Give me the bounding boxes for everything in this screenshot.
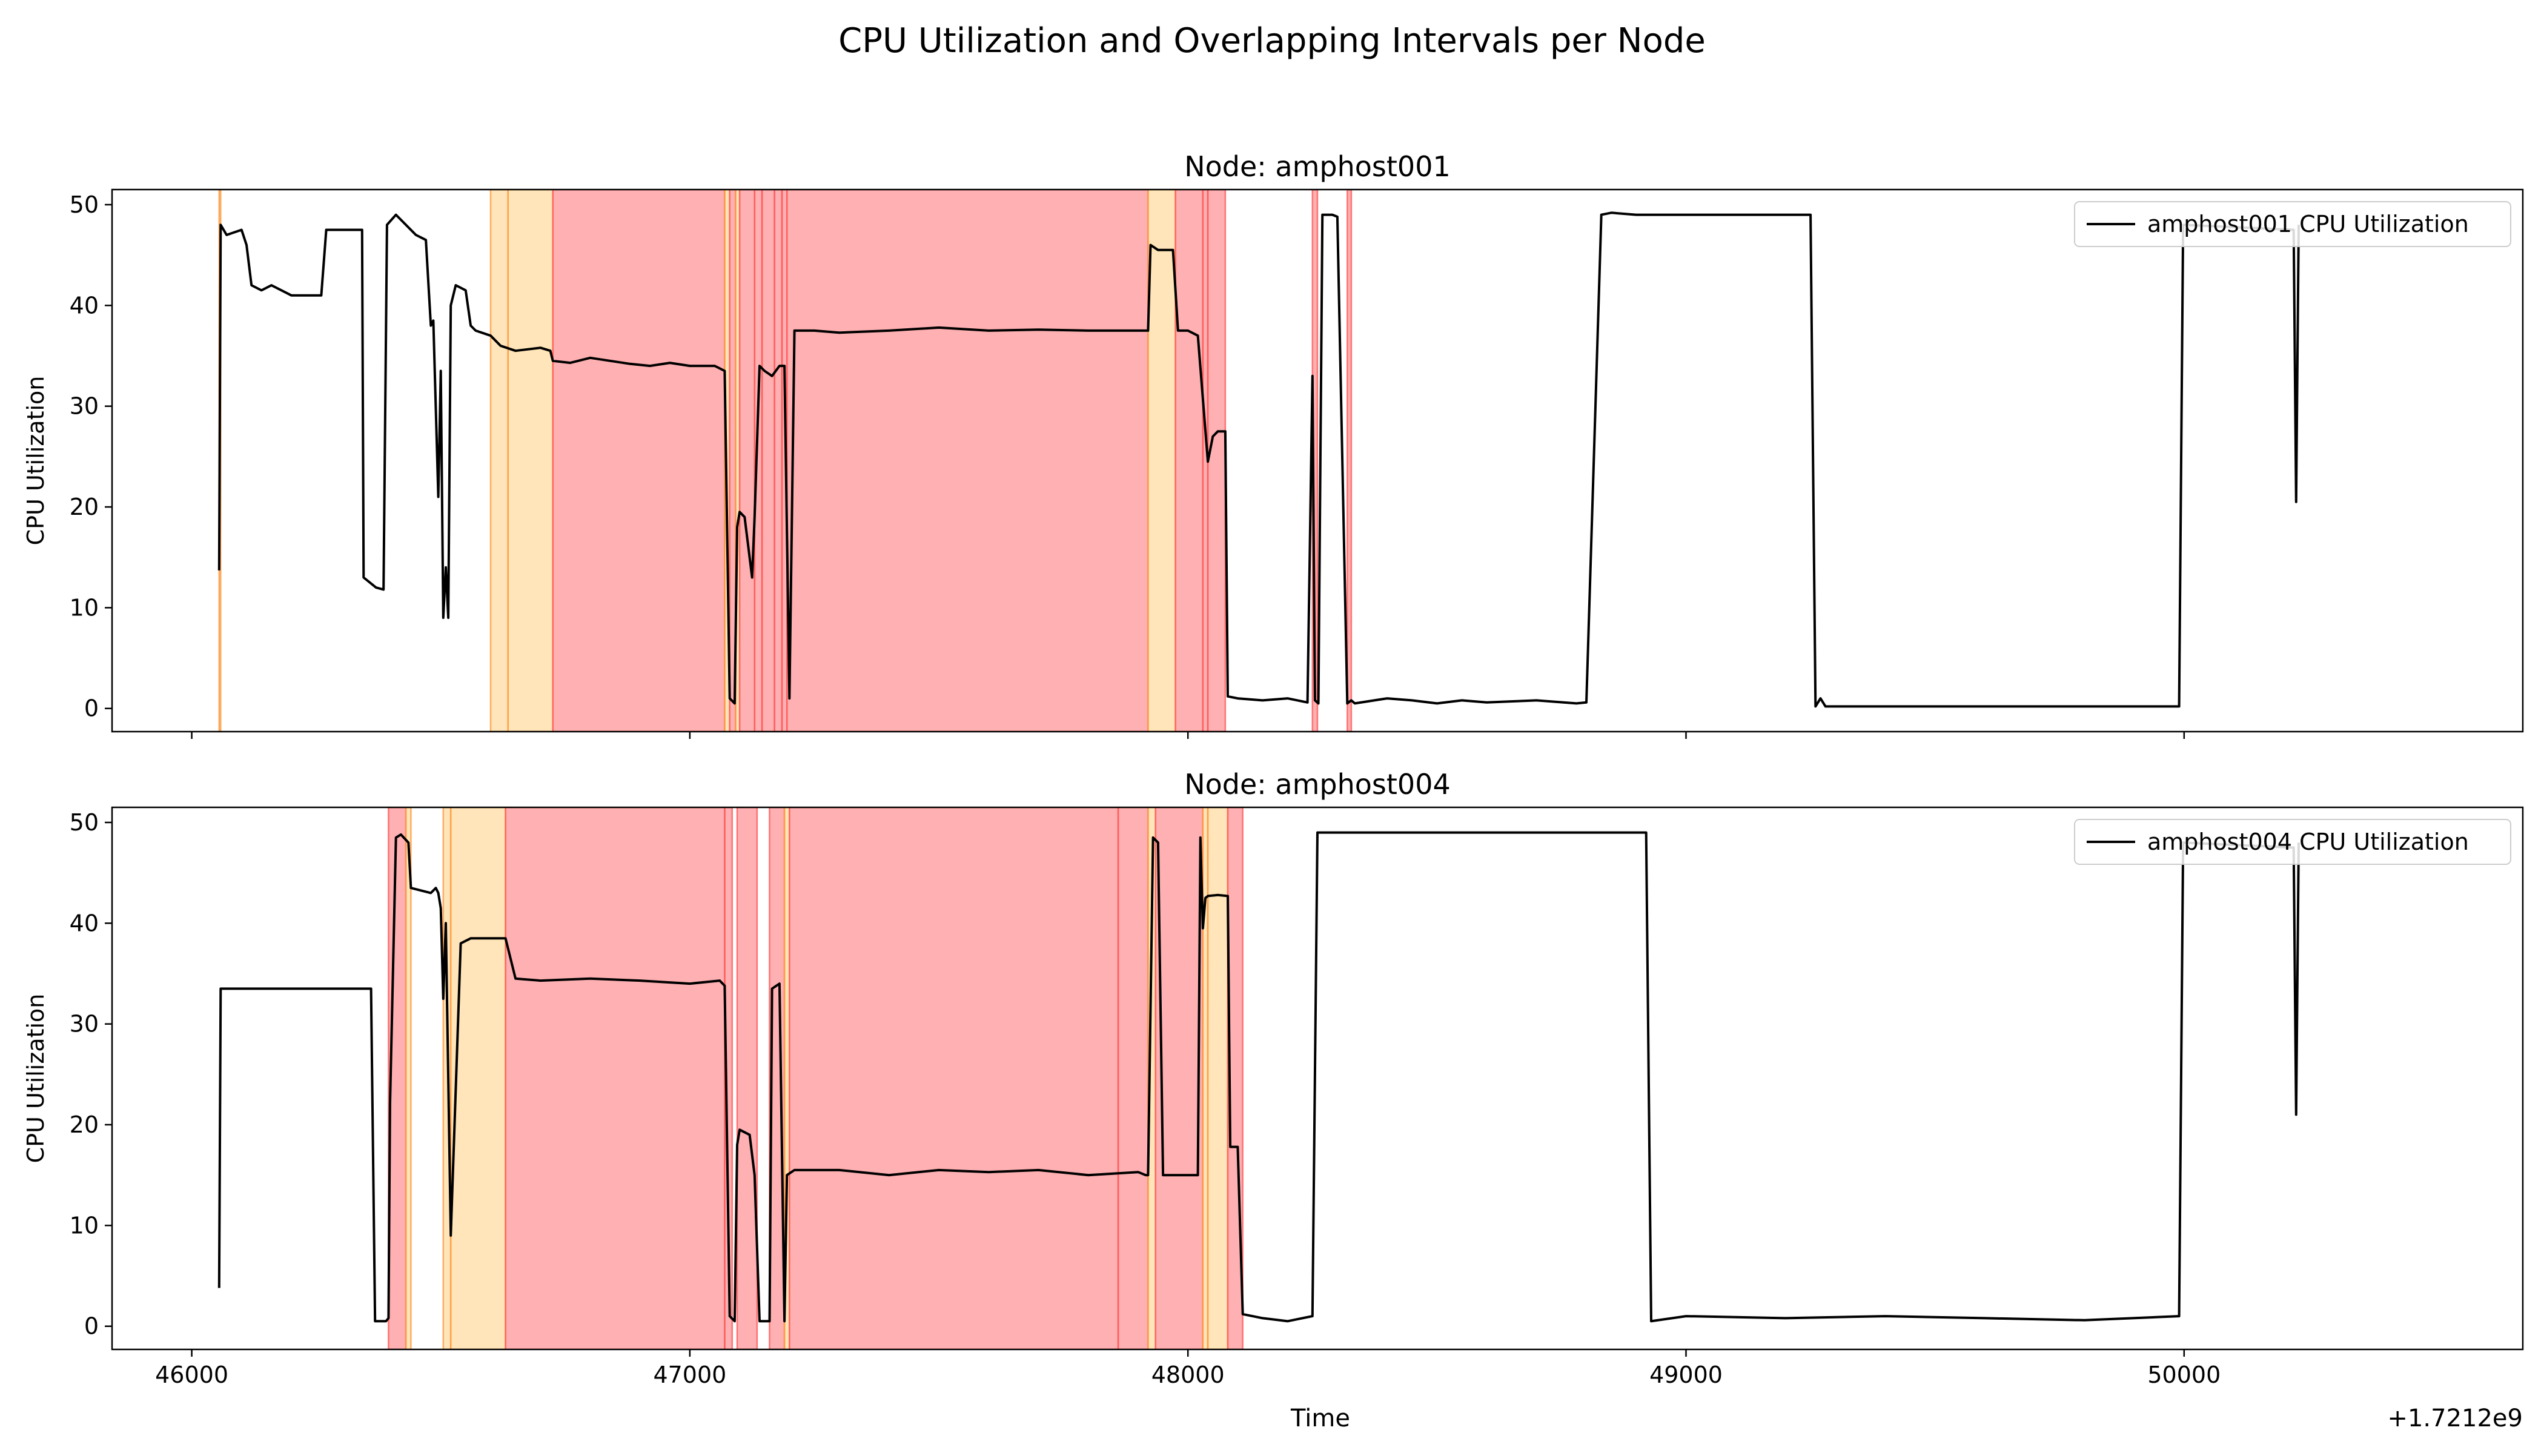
y-tick-label: 10 bbox=[70, 594, 99, 621]
y-tick-label: 50 bbox=[70, 191, 99, 218]
panel-amphost001: Node: amphost001 CPU Utilization 0 10 20 30 40… bbox=[22, 150, 2524, 739]
x-tick-label: 48000 bbox=[1151, 1362, 1225, 1388]
overlap-interval-red bbox=[736, 807, 758, 1349]
panel-title: Node: amphost004 bbox=[1184, 768, 1450, 801]
legend: amphost004 CPU Utilization bbox=[2074, 819, 2511, 865]
x-tick-label: 50000 bbox=[2147, 1362, 2221, 1388]
y-tick-label: 0 bbox=[84, 1313, 99, 1340]
overlap-interval-orange bbox=[449, 807, 506, 1349]
overlap-interval-red bbox=[761, 190, 775, 732]
axes-frame bbox=[111, 806, 2524, 1351]
legend-label: amphost004 CPU Utilization bbox=[2147, 829, 2469, 855]
y-tick-label: 20 bbox=[70, 1111, 99, 1138]
y-tick-label: 40 bbox=[70, 910, 99, 936]
y-tick-label: 30 bbox=[70, 393, 99, 420]
x-tick-label: 49000 bbox=[1649, 1362, 1723, 1388]
interval-spans bbox=[218, 190, 1353, 732]
overlap-interval-red bbox=[786, 190, 1149, 732]
x-tick-label: 46000 bbox=[155, 1362, 228, 1388]
figure-title: CPU Utilization and Overlapping Interval… bbox=[838, 21, 1706, 61]
overlap-interval-orange bbox=[507, 190, 554, 732]
y-tick-label: 50 bbox=[70, 809, 99, 836]
legend: amphost001 CPU Utilization bbox=[2074, 201, 2511, 247]
overlap-interval-orange bbox=[405, 807, 412, 1349]
interval-spans bbox=[388, 807, 1244, 1349]
y-tick-label: 10 bbox=[70, 1212, 99, 1239]
x-axis-label: Time bbox=[1290, 1405, 1350, 1432]
panel-amphost004: Node: amphost004 CPU Utilization 0 10 20 30 40… bbox=[22, 768, 2524, 1388]
overlap-interval-red bbox=[1117, 807, 1149, 1349]
axes-frame bbox=[111, 188, 2524, 733]
overlap-interval-red bbox=[1207, 190, 1227, 732]
y-axis-label: CPU Utilization bbox=[22, 994, 49, 1163]
panel-title: Node: amphost001 bbox=[1184, 150, 1450, 183]
y-axis-label: CPU Utilization bbox=[22, 376, 49, 546]
overlap-interval-red bbox=[789, 807, 1119, 1349]
overlap-interval-red bbox=[1347, 190, 1353, 732]
overlap-interval-orange bbox=[1207, 807, 1229, 1349]
y-tick-label: 40 bbox=[70, 292, 99, 319]
series-line bbox=[217, 831, 2300, 1323]
overlap-interval-red bbox=[1174, 190, 1204, 732]
overlap-interval-red bbox=[724, 807, 734, 1349]
overlap-interval-red bbox=[773, 190, 783, 732]
x-tick-label: 47000 bbox=[653, 1362, 726, 1388]
overlap-interval-red bbox=[738, 190, 756, 732]
y-tick-label: 20 bbox=[70, 494, 99, 520]
y-tick-label: 30 bbox=[70, 1011, 99, 1037]
overlap-interval-orange bbox=[442, 807, 452, 1349]
legend-label: amphost001 CPU Utilization bbox=[2147, 211, 2469, 237]
series-line bbox=[217, 211, 2300, 708]
overlap-interval-orange bbox=[1147, 190, 1176, 732]
overlap-interval-orange bbox=[489, 190, 509, 732]
x-offset-label: +1.7212e9 bbox=[2387, 1405, 2523, 1432]
overlap-interval-red bbox=[505, 807, 726, 1349]
legend-box bbox=[2074, 819, 2511, 865]
y-tick-label: 0 bbox=[84, 695, 99, 722]
overlap-interval-red bbox=[552, 190, 726, 732]
legend-box bbox=[2074, 201, 2511, 247]
